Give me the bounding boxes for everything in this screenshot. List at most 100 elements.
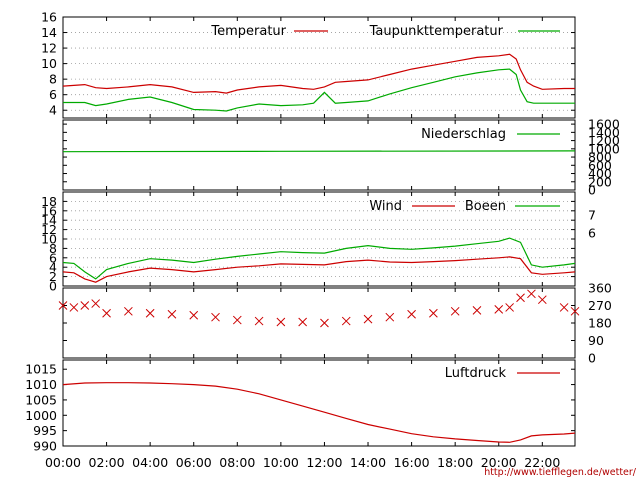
x-axis: 00:00 02:00 04:00 06:00 08:00 10:00 12:00 14:00… bbox=[45, 455, 560, 470]
x-tick-label: 04:00 bbox=[132, 455, 168, 470]
legend-label: Temperatur bbox=[210, 24, 286, 39]
data-point-direction bbox=[167, 309, 177, 319]
x-tick-label: 16:00 bbox=[394, 455, 430, 470]
data-point-direction bbox=[69, 303, 79, 312]
y-tick-label: 1000 bbox=[588, 141, 620, 156]
data-point-direction bbox=[232, 315, 242, 325]
data-point-direction bbox=[91, 299, 101, 308]
data-point-direction bbox=[102, 308, 111, 318]
data-point-direction bbox=[559, 303, 569, 312]
x-tick-label: 12:00 bbox=[306, 455, 342, 470]
y-tick-label: 4 bbox=[49, 103, 57, 118]
y-tick-label: 1015 bbox=[25, 362, 57, 377]
y2-tick-label: 7 bbox=[588, 207, 596, 222]
data-point-direction bbox=[58, 301, 68, 310]
panel-4: 0 90 180 270 360 bbox=[58, 281, 612, 366]
legend-label: Taupunkttemperatur bbox=[369, 24, 504, 39]
x-tick-label: 18:00 bbox=[437, 455, 473, 470]
y-tick-label: 10 bbox=[41, 56, 57, 71]
y-tick-label: 1200 bbox=[588, 133, 620, 148]
y-tick-label: 6 bbox=[49, 250, 57, 265]
data-point-direction bbox=[320, 318, 329, 328]
y-tick-label: 14 bbox=[41, 25, 57, 40]
series-line-boeen bbox=[62, 237, 576, 280]
data-point-direction bbox=[341, 316, 351, 326]
y-tick-label: 2 bbox=[49, 269, 57, 284]
data-point-direction bbox=[570, 306, 580, 316]
data-point-direction bbox=[472, 306, 482, 315]
y-tick-label: 180 bbox=[588, 316, 612, 331]
x-tick-label: 02:00 bbox=[89, 455, 125, 470]
panel-frame bbox=[62, 119, 576, 191]
y-tick-label: 200 bbox=[588, 174, 612, 189]
x-tick-label: 20:00 bbox=[481, 455, 517, 470]
series-line-wind bbox=[62, 256, 576, 283]
y-tick-label: 12 bbox=[41, 41, 57, 56]
y-tick-label: 90 bbox=[588, 333, 604, 348]
y-tick-label: 995 bbox=[33, 423, 57, 438]
data-point-direction bbox=[276, 317, 286, 327]
y-tick-label: 6 bbox=[49, 87, 57, 102]
y-tick-label: 14 bbox=[41, 213, 57, 228]
y-tick-label: 0 bbox=[49, 279, 57, 294]
y-tick-label: 1010 bbox=[25, 377, 57, 392]
data-point-direction bbox=[145, 308, 155, 318]
data-point-direction bbox=[537, 295, 547, 305]
legend-label: Luftdruck bbox=[445, 366, 507, 381]
y-tick-label: 600 bbox=[588, 158, 612, 173]
data-point-direction bbox=[385, 312, 395, 322]
data-point-direction bbox=[527, 289, 536, 299]
y-tick-label: 8 bbox=[49, 241, 57, 256]
x-tick-label: 10:00 bbox=[263, 455, 299, 470]
series-line-temperatur bbox=[62, 53, 575, 94]
series-line-luftdruck bbox=[62, 382, 576, 443]
x-tick-label: 14:00 bbox=[350, 455, 386, 470]
data-point-direction bbox=[254, 316, 264, 326]
y-tick-label: 990 bbox=[33, 439, 57, 454]
data-point-direction bbox=[80, 301, 90, 310]
panel-frame bbox=[62, 16, 576, 119]
x-tick-label: 06:00 bbox=[176, 455, 212, 470]
source-url[interactable]: http://www.tiefflegen.de/wetter/ bbox=[484, 467, 637, 478]
y-tick-label: 12 bbox=[41, 222, 57, 237]
y-tick-label: 0 bbox=[588, 351, 596, 366]
y-tick-label: 400 bbox=[588, 166, 612, 181]
y2-tick-label: 6 bbox=[588, 225, 596, 240]
x-tick-label: 08:00 bbox=[219, 455, 255, 470]
y-tick-label: 1005 bbox=[25, 392, 57, 407]
data-point-direction bbox=[450, 306, 460, 316]
y-tick-label: 18 bbox=[41, 194, 57, 209]
y-tick-label: 800 bbox=[588, 150, 612, 165]
series-line-taupunkttemperatur bbox=[63, 68, 575, 112]
series-line-niederschlag bbox=[62, 150, 576, 153]
data-point-direction bbox=[407, 309, 416, 319]
data-point-direction bbox=[298, 317, 308, 327]
data-point-direction bbox=[189, 310, 199, 320]
data-point-direction bbox=[516, 293, 525, 303]
data-point-direction bbox=[211, 312, 220, 322]
y-tick-label: 0 bbox=[588, 183, 596, 198]
y-tick-label: 1600 bbox=[588, 117, 620, 132]
y-tick-label: 8 bbox=[49, 72, 57, 87]
y-tick-label: 1000 bbox=[25, 408, 57, 423]
y-tick-label: 1400 bbox=[588, 125, 620, 140]
data-point-direction bbox=[363, 314, 373, 324]
legend-label: Wind bbox=[369, 199, 402, 214]
panel-frame bbox=[62, 359, 576, 447]
y-tick-label: 10 bbox=[41, 232, 57, 247]
x-tick-label: 00:00 bbox=[45, 455, 81, 470]
x-tick-label: 22:00 bbox=[524, 455, 560, 470]
y-tick-label: 16 bbox=[41, 203, 57, 218]
y-tick-label: 16 bbox=[41, 10, 57, 25]
data-point-direction bbox=[505, 303, 514, 312]
data-point-direction bbox=[124, 306, 133, 316]
legend-label: Boeen bbox=[465, 199, 506, 214]
legend-label: Niederschlag bbox=[421, 127, 506, 142]
data-point-direction bbox=[429, 308, 438, 318]
y-tick-label: 270 bbox=[588, 298, 612, 313]
